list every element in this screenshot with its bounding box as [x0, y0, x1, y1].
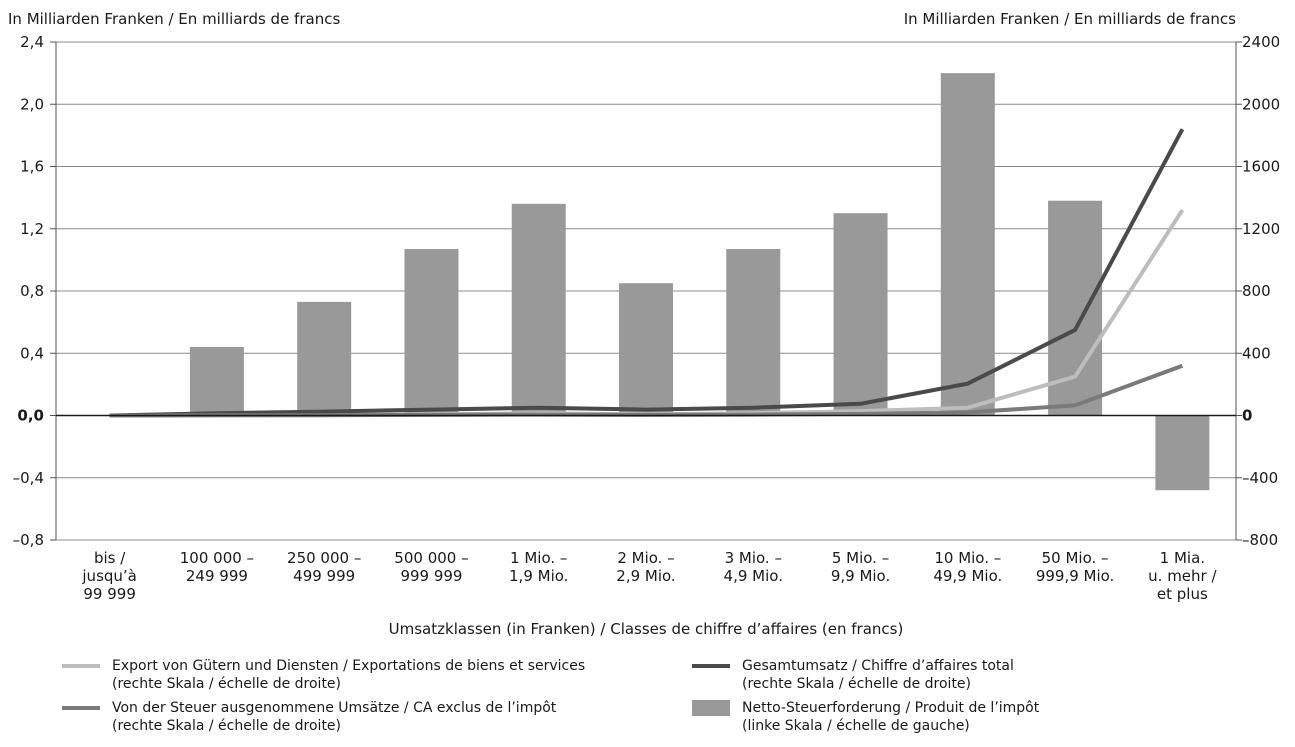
chart: In Milliarden Franken / En milliards de …: [8, 10, 1281, 638]
right-tick-label: 400: [1242, 344, 1271, 362]
x-tick-label: 999,9 Mio.: [1036, 567, 1115, 585]
left-axis-label: In Milliarden Franken / En milliards de …: [8, 10, 340, 28]
bar: [189, 347, 244, 416]
right-tick-label: 800: [1242, 282, 1271, 300]
x-tick-label: 999 999: [400, 567, 462, 585]
x-tick-label: 9,9 Mio.: [831, 567, 890, 585]
x-tick-label: 99 999: [83, 585, 136, 603]
x-tick-label: 250 000 –: [287, 549, 361, 567]
x-tick-label: 3 Mio. –: [725, 549, 782, 567]
bar: [1048, 200, 1103, 416]
axes: 2,4 2400 2,0 2000 1,6 1600 1,2 1200 0,8 800 0,4 400…: [13, 33, 1281, 603]
legend-swatch-exempt: [62, 706, 100, 710]
legend-swatch-export: [62, 664, 100, 668]
bar: [404, 248, 459, 416]
left-tick-label: 1,2: [20, 220, 44, 238]
right-tick-label: –400: [1242, 469, 1278, 487]
x-tick-label: 49,9 Mio.: [933, 567, 1002, 585]
x-tick-label: 4,9 Mio.: [724, 567, 783, 585]
x-tick-label: et plus: [1157, 585, 1208, 603]
left-tick-label: 2,0: [20, 95, 44, 113]
legend-label-exempt: Von der Steuer ausgenommene Umsätze / CA…: [112, 700, 557, 716]
bar: [511, 203, 566, 416]
left-tick-label: 0,0: [17, 407, 44, 425]
right-tick-label: 2000: [1242, 95, 1280, 113]
bar: [833, 213, 888, 416]
x-tick-label: 249 999: [186, 567, 248, 585]
bars: [82, 73, 1210, 491]
x-tick-label: bis /: [94, 549, 126, 567]
x-tick-label: 2,9 Mio.: [616, 567, 675, 585]
x-tick-label: jusqu’à: [81, 567, 136, 585]
x-axis-title: Umsatzklassen (in Franken) / Classes de …: [389, 620, 904, 638]
left-tick-label: 0,8: [20, 282, 44, 300]
x-tick-label: 2 Mio. –: [617, 549, 674, 567]
x-tick-label: u. mehr /: [1148, 567, 1217, 585]
legend-swatch-net: [692, 700, 730, 716]
legend-label-total: Gesamtumsatz / Chiffre d’affaires total: [742, 658, 1014, 674]
legend-label-net: Netto-Steuerforderung / Produit de l’imp…: [742, 700, 1040, 716]
x-tick-label: 1 Mio. –: [510, 549, 567, 567]
bar: [726, 248, 781, 416]
x-tick-label: 1 Mia.: [1160, 549, 1205, 567]
x-tick-label: 10 Mio. –: [934, 549, 1001, 567]
legend-scale-net: (linke Skala / échelle de gauche): [742, 718, 970, 734]
bar: [619, 283, 673, 416]
right-tick-label: 0: [1242, 407, 1252, 425]
legend-label-export: Export von Gütern und Diensten / Exporta…: [112, 658, 586, 674]
left-tick-label: –0,8: [13, 531, 44, 549]
left-tick-label: 2,4: [20, 33, 44, 51]
bar: [297, 301, 352, 416]
bar: [1155, 415, 1210, 491]
series-line-1: [109, 128, 1185, 418]
legend-swatch-total: [692, 664, 730, 668]
x-tick-label: 5 Mio. –: [832, 549, 889, 567]
right-axis-label: In Milliarden Franken / En milliards de …: [904, 10, 1236, 28]
x-tick-label: 499 999: [293, 567, 355, 585]
right-tick-label: 2400: [1242, 33, 1280, 51]
x-tick-label: 100 000 –: [180, 549, 254, 567]
right-tick-label: 1600: [1242, 158, 1280, 176]
x-tick-label: 1,9 Mio.: [509, 567, 568, 585]
left-tick-label: 1,6: [20, 158, 44, 176]
x-tick-label: 50 Mio. –: [1042, 549, 1109, 567]
legend-scale-export: (rechte Skala / échelle de droite): [112, 676, 342, 692]
legend-scale-exempt: (rechte Skala / échelle de droite): [112, 718, 342, 734]
bar: [940, 73, 995, 416]
right-tick-label: 1200: [1242, 220, 1280, 238]
legend-scale-total: (rechte Skala / échelle de droite): [742, 676, 972, 692]
x-tick-label: 500 000 –: [394, 549, 468, 567]
left-tick-label: 0,4: [20, 344, 44, 362]
left-tick-label: –0,4: [13, 469, 44, 487]
right-tick-label: –800: [1242, 531, 1278, 549]
